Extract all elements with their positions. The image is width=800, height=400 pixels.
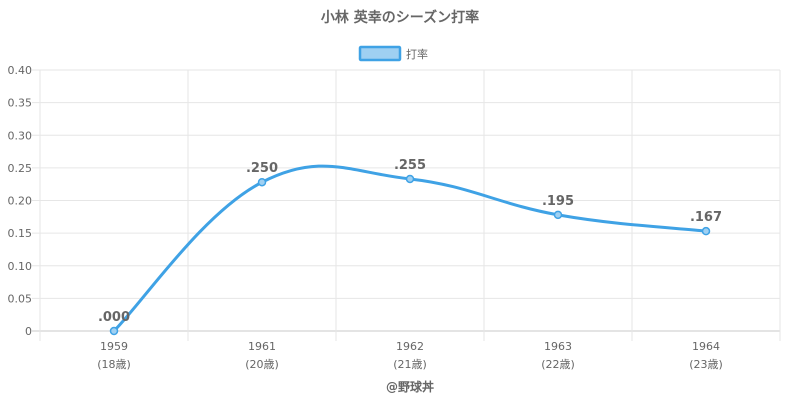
y-tick-label: 0.05 — [8, 292, 33, 305]
y-tick-label: 0.30 — [8, 129, 33, 142]
x-tick-sublabel: (21歳) — [393, 358, 427, 371]
data-label: .255 — [394, 158, 426, 173]
data-label: .167 — [690, 210, 722, 225]
data-label: .250 — [246, 161, 278, 176]
y-tick-label: 0.15 — [8, 227, 33, 240]
y-tick-label: 0 — [25, 325, 32, 338]
legend[interactable]: 打率 — [358, 45, 428, 62]
data-point — [109, 326, 119, 336]
x-tick-label: 1964 — [692, 340, 720, 353]
legend-label: 打率 — [406, 47, 428, 61]
credit-label: @野球丼 — [386, 379, 434, 394]
x-tick-sublabel: (18歳) — [97, 358, 131, 371]
data-label: .000 — [98, 310, 130, 325]
data-point — [257, 177, 267, 187]
x-tick-sublabel: (20歳) — [245, 358, 279, 371]
data-point — [553, 210, 563, 220]
x-tick-label: 1959 — [100, 340, 128, 353]
x-tick-label: 1963 — [544, 340, 572, 353]
y-axis-ticks: 0 0.05 0.10 0.15 0.20 0.25 0.30 0.35 0.40 — [8, 64, 33, 338]
data-point — [701, 226, 711, 236]
x-tick-sublabel: (23歳) — [689, 358, 723, 371]
y-tick-label: 0.35 — [8, 97, 33, 110]
legend-swatch — [358, 45, 402, 62]
plot-area: .000 .250 .255 .195 .167 — [98, 158, 722, 336]
y-tick-label: 0.40 — [8, 64, 33, 77]
x-tick-label: 1961 — [248, 340, 276, 353]
y-tick-label: 0.10 — [8, 260, 33, 273]
x-axis-ticks: 1959 (18歳) 1961 (20歳) 1962 (21歳) 1963 (22歳) 1964… — [97, 340, 723, 371]
grid — [32, 69, 781, 341]
y-tick-label: 0.20 — [8, 195, 33, 208]
data-point — [405, 174, 415, 184]
series-line — [112, 164, 708, 333]
x-tick-sublabel: (22歳) — [541, 358, 575, 371]
data-label: .195 — [542, 194, 574, 209]
y-tick-label: 0.25 — [8, 162, 33, 175]
x-tick-label: 1962 — [396, 340, 424, 353]
chart-title: 小林 英幸のシーズン打率 — [321, 9, 479, 26]
